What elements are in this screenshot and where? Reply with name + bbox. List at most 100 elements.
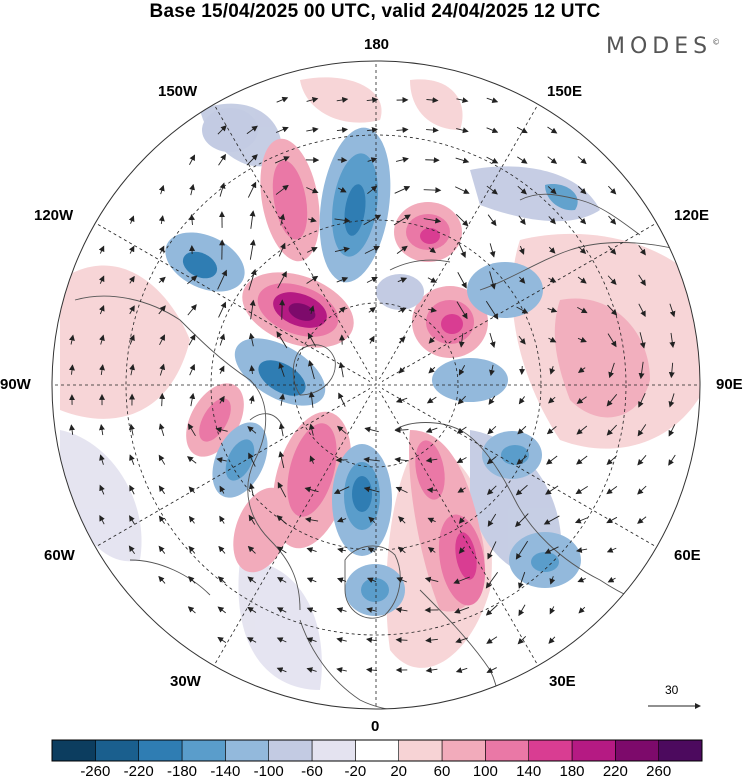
wind-vector [548,396,556,404]
wind-vector [219,182,226,197]
colorbar-swatch [355,739,399,762]
wind-vector [486,485,497,495]
wind-vector [668,424,676,437]
colorbar-tick-label: 100 [472,763,498,780]
wind-vector [159,392,166,407]
wind-vector [217,576,226,584]
wind-vector [396,245,408,254]
wind-vector [308,216,317,223]
wind-vector [455,667,468,674]
colorbar-tick-label: 60 [433,763,451,780]
wind-vector [456,457,467,463]
wind-vector [128,545,135,555]
wind-vector [543,515,560,525]
colorbar-tick-label: 20 [390,763,407,780]
wind-vector [548,636,556,644]
wind-vector [547,156,558,164]
wind-vector [425,667,438,674]
wind-vector [608,362,615,379]
wind-vector [577,336,587,343]
colorbar-tick-label: -140 [210,763,241,780]
lon-label-60w: 60W [44,547,75,564]
wind-vector [394,456,409,463]
wind-vector [275,184,289,195]
wind-vector [307,332,317,347]
wind-vector [337,547,347,554]
wind-vector [247,637,257,643]
wind-vector [489,243,496,258]
wind-vector [607,333,617,348]
wind-vector [336,96,349,103]
wind-vector [458,333,465,348]
wind-vector [428,336,436,344]
wind-vector [249,299,256,320]
wind-vector [486,185,498,195]
wind-vector [129,363,135,376]
wind-vector [606,547,617,553]
wind-vector [366,96,379,103]
wind-vector [519,276,526,284]
wind-vector [98,245,105,254]
wind-vector [487,214,497,227]
wind-vector [486,97,499,104]
wind-vector [668,393,675,408]
wind-vector [306,247,318,253]
wind-vector [574,517,589,524]
wind-vector [549,576,556,585]
wind-vector [364,246,380,254]
wind-vector [454,186,470,194]
wind-vector [276,515,287,525]
wind-vector [275,126,289,133]
colorbar-swatch [615,739,659,762]
wind-vector [247,545,256,554]
wind-vector [336,577,347,584]
wind-vector [366,127,378,133]
wind-vector [158,184,165,195]
wind-vector [457,487,466,493]
wind-vector [279,393,286,406]
wind-vector [518,335,526,345]
wind-vector [129,305,135,315]
meridian-line [375,384,539,666]
wind-vector [219,333,226,346]
colorbar-swatch [441,739,486,762]
wind-vector [363,456,380,463]
wind-vector [458,546,465,554]
wind-vector [455,157,470,164]
wind-vector [486,456,497,465]
colorbar-swatch [485,739,529,762]
wind-vector [276,331,288,349]
wind-vector [515,513,529,528]
wind-vector [336,607,347,613]
wind-vector [456,97,469,104]
wind-vector [607,576,616,583]
wind-vector [637,485,647,495]
wind-vector [248,268,257,291]
lon-label-60e: 60E [674,547,701,564]
wind-vector [423,217,442,224]
wind-vector [188,515,195,524]
colorbar-swatch [571,739,616,762]
wind-vector [668,362,675,379]
wind-vector [158,545,166,554]
wind-vector [428,247,436,254]
wind-vector [159,363,166,376]
wind-vector [338,361,345,378]
wind-vector [189,154,196,165]
wind-vector [69,424,75,435]
wind-vector [278,362,285,377]
wind-vector [518,215,526,226]
wind-vector [128,275,135,284]
wind-vector [218,301,227,318]
wind-vector [218,545,226,554]
wind-vector [428,366,436,374]
wind-vector [638,245,646,256]
wind-vector [216,457,227,463]
wind-vector [158,215,165,225]
wind-vector [279,213,286,226]
wind-vector [425,157,440,164]
wind-vector [333,486,350,494]
wind-vector [485,604,498,616]
wind-vector [129,334,135,345]
